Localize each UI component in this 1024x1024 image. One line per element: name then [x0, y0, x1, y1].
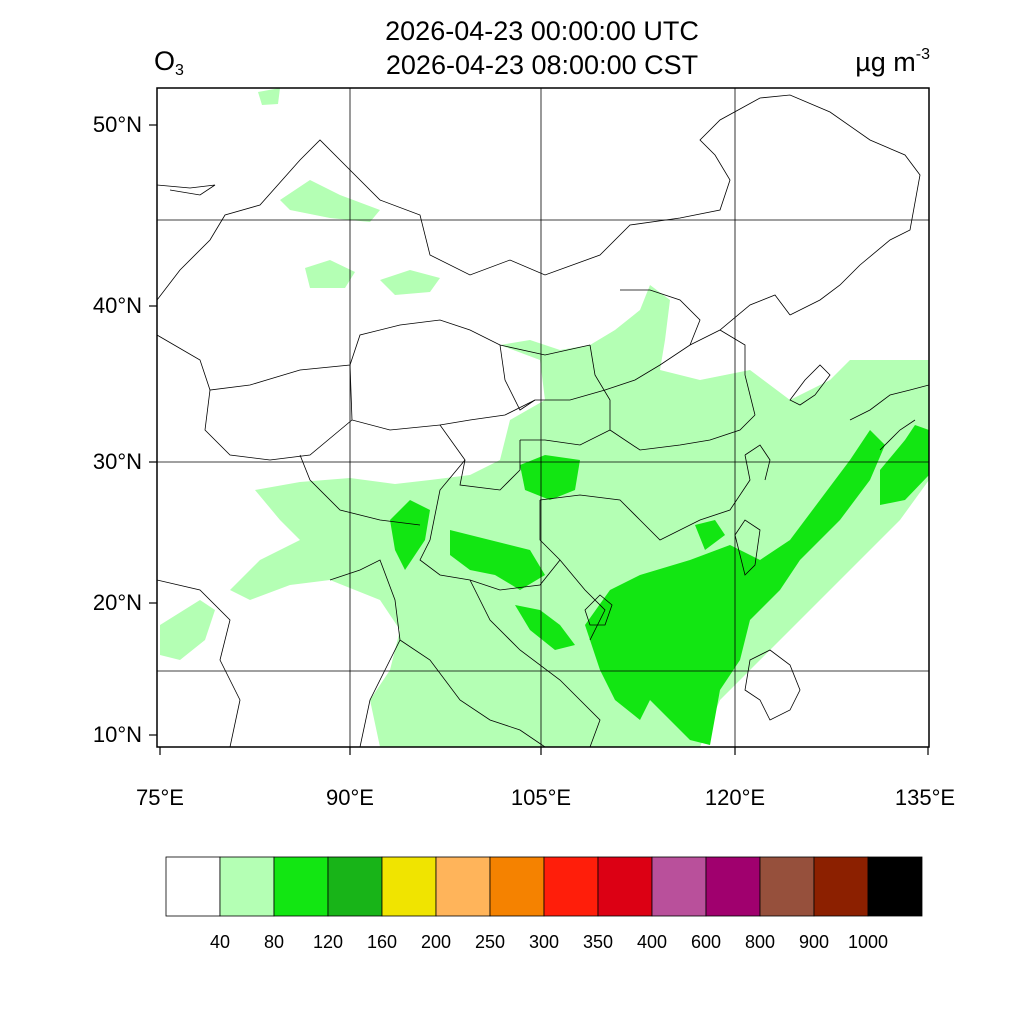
- lat-label-30: 30°N: [92, 449, 142, 474]
- lon-label-75: 75°E: [136, 785, 184, 810]
- colorbar-label-9: 600: [690, 932, 722, 952]
- colorbar-label-5: 250: [474, 932, 506, 952]
- ozone-region-nw-1: [280, 180, 380, 222]
- lat-label-40: 40°N: [92, 293, 142, 318]
- colorbar-label-3: 160: [366, 932, 398, 952]
- colorbar-swatch-0: [165, 856, 221, 917]
- map-contents: [157, 88, 929, 747]
- colorbar-label-8: 400: [636, 932, 668, 952]
- ozone-40-80-regions: [160, 88, 929, 747]
- lon-label-120: 120°E: [704, 785, 766, 810]
- colorbar-label-4: 200: [420, 932, 452, 952]
- lon-label-135: 135°E: [894, 785, 956, 810]
- ozone-region-central: [555, 350, 650, 430]
- colorbar: [165, 856, 923, 917]
- colorbar-swatch-11: [759, 856, 815, 917]
- boundaries: [157, 94, 929, 747]
- lat-label-20: 20°N: [92, 590, 142, 615]
- variable-label: O3: [154, 46, 184, 80]
- ozone-region-nw-3: [380, 270, 440, 295]
- colorbar-label-1: 80: [263, 932, 285, 952]
- variable-sub: 3: [175, 62, 184, 79]
- lon-label-105: 105°E: [510, 785, 572, 810]
- ozone-core-sichuan: [520, 455, 580, 500]
- map-frame: [156, 87, 930, 748]
- utc-time-title: 2026-04-23 00:00:00 UTC: [385, 16, 699, 46]
- colorbar-swatch-5: [435, 856, 491, 917]
- colorbar-label-12: 1000: [847, 932, 889, 952]
- colorbar-swatch-10: [705, 856, 761, 917]
- ozone-core-coast: [695, 520, 725, 550]
- ozone-region-nw-2: [305, 260, 355, 288]
- colorbar-label-10: 800: [744, 932, 776, 952]
- colorbar-swatch-2: [273, 856, 329, 917]
- colorbar-swatch-3: [327, 856, 383, 917]
- lat-label-10: 10°N: [92, 722, 142, 747]
- colorbar-swatch-1: [219, 856, 275, 917]
- unit-sup: -3: [915, 46, 930, 63]
- ozone-region-south-china: [230, 285, 929, 747]
- local-time-title: 2026-04-23 08:00:00 CST: [385, 50, 699, 80]
- ozone-region-india: [160, 600, 215, 660]
- colorbar-label-7: 350: [582, 932, 614, 952]
- ozone-core-yunnan: [450, 530, 545, 590]
- ozone-core-tibet: [390, 500, 430, 570]
- colorbar-swatch-8: [597, 856, 653, 917]
- graticule: [157, 88, 929, 747]
- colorbar-swatch-9: [651, 856, 707, 917]
- unit-label: µg m-3: [855, 46, 930, 78]
- colorbar-swatch-12: [813, 856, 869, 917]
- colorbar-swatch-4: [381, 856, 437, 917]
- unit-main: µg m: [855, 47, 916, 77]
- lon-label-90: 90°E: [326, 785, 374, 810]
- colorbar-label-0: 40: [209, 932, 231, 952]
- colorbar-label-6: 300: [528, 932, 560, 952]
- colorbar-swatch-13: [867, 856, 923, 917]
- colorbar-label-2: 120: [312, 932, 344, 952]
- variable-main: O: [154, 46, 176, 76]
- ozone-core-gulf: [515, 605, 575, 650]
- axis-ticks: [149, 124, 929, 755]
- colorbar-swatch-6: [489, 856, 545, 917]
- colorbar-swatch-7: [543, 856, 599, 917]
- lat-label-50: 50°N: [92, 112, 142, 137]
- ozone-core-pacific: [880, 425, 929, 505]
- ozone-region-north: [258, 88, 280, 105]
- colorbar-label-11: 900: [798, 932, 830, 952]
